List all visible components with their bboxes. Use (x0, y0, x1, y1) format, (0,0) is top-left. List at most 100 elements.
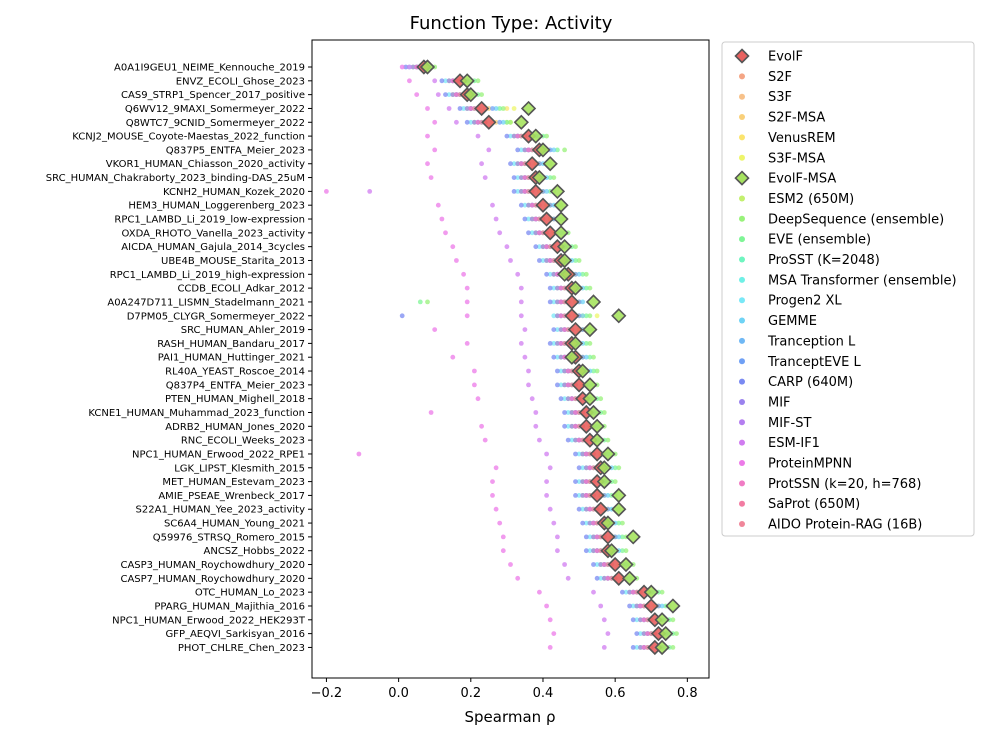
point-gemme (580, 313, 586, 319)
point-esm-if1 (508, 258, 513, 263)
y-tick-label: PHOT_CHLRE_Chen_2023 (178, 643, 305, 654)
legend-marker-evolf-msa (734, 170, 750, 186)
point-carp-640m- (522, 216, 528, 222)
point-gemme (583, 354, 589, 360)
point-carp-640m- (562, 410, 567, 415)
point-mif (587, 520, 593, 526)
point-gemme (544, 189, 549, 194)
point-carp-640m- (565, 437, 571, 443)
point-mif (580, 493, 586, 498)
legend-marker-aido-protein-rag-16b- (739, 521, 745, 528)
point-proteinmpnn (414, 92, 420, 97)
marker-evolf-msa (553, 225, 569, 241)
point-esm-if1 (522, 327, 528, 332)
x-tick-label: −0.2 (311, 686, 343, 701)
y-tick-label: LGK_LIPST_Klesmith_2015 (174, 463, 305, 474)
marker-evolf-msa (549, 183, 566, 200)
point-esm-if1 (475, 133, 481, 139)
point-carp-640m- (555, 368, 560, 374)
point-mif (558, 327, 564, 332)
point-progen2-xl (634, 617, 640, 623)
point-proteinmpnn (472, 368, 477, 374)
point-deepsequence-ensemble- (591, 354, 596, 360)
point-esm-if1 (504, 244, 510, 250)
point-mif (555, 313, 560, 319)
point-carp-640m- (573, 479, 578, 484)
x-tick-label: 0.8 (677, 686, 698, 701)
point-progen2-xl (576, 479, 582, 484)
point-protssn-k-20-h-768- (630, 589, 636, 595)
point-protssn-k-20-h-768- (605, 575, 611, 581)
point-carp-640m- (562, 423, 567, 429)
y-tick-label: NPC1_HUMAN_Erwood_2022_HEK293T (112, 615, 306, 626)
point-progen2-xl (630, 603, 636, 609)
point-esm-if1 (544, 479, 549, 484)
marker-evolf-msa (600, 515, 616, 531)
legend-label-venusrem: VenusREM (768, 131, 836, 146)
point-carp-640m- (580, 520, 586, 526)
point-esm-if1 (547, 506, 553, 512)
point-mif (634, 603, 640, 609)
point-carp-640m- (511, 189, 517, 194)
point-proteinmpnn (425, 106, 430, 111)
point-mif (446, 78, 452, 84)
legend-marker-deepsequence-ensemble- (739, 215, 745, 222)
point-progen2-xl (638, 631, 643, 636)
y-tick-label: CASP7_HUMAN_Roychowdhury_2020 (120, 574, 305, 585)
legend-label-s2f: S2F (768, 70, 792, 85)
point-deepsequence-ensemble- (583, 271, 589, 277)
marker-evolf (535, 197, 551, 213)
point-protssn-k-20-h-768- (645, 631, 650, 636)
legend-marker-esm2-650m- (739, 195, 745, 202)
point-protssn-k-20-h-768- (576, 437, 582, 443)
legend-marker-eve-ensemble- (739, 236, 745, 243)
point-mif (641, 631, 647, 636)
marker-evolf-msa (582, 321, 598, 338)
marker-evolf (607, 556, 623, 573)
point-mif (472, 119, 477, 125)
point-carp-640m- (583, 534, 589, 540)
point-mif (638, 645, 643, 650)
legend-label-carp-640m-: CARP (640M) (768, 375, 853, 390)
point-eve-ensemble- (547, 175, 553, 181)
point-carp-640m- (508, 161, 513, 167)
point-mif (518, 175, 524, 181)
point-mif (562, 382, 567, 388)
point-eve-ensemble- (497, 106, 503, 111)
point-protssn-k-20-h-768- (573, 410, 578, 415)
point-carp-640m- (533, 244, 539, 250)
point-progen2-xl (576, 451, 582, 457)
y-tick-label: ADRB2_HUMAN_Jones_2020 (165, 422, 305, 433)
point-progen2-xl (461, 106, 466, 111)
point-protssn-k-20-h-768- (591, 520, 596, 526)
point-proteinmpnn (432, 327, 438, 332)
point-proteinmpnn (425, 133, 430, 139)
marker-evolf (611, 570, 627, 586)
point-carp-640m- (555, 382, 560, 388)
legend-marker-protssn-k-20-h-768- (739, 480, 745, 487)
point-mif (591, 534, 596, 540)
chart-title: Function Type: Activity (410, 13, 613, 34)
point-proteinmpnn (500, 548, 506, 554)
point-esm-if1 (533, 410, 539, 415)
point-proteinmpnn (537, 589, 542, 595)
point-deepsequence-ensemble- (544, 133, 549, 139)
legend-marker-carp-640m- (739, 378, 745, 385)
y-tick-label: VKOR1_HUMAN_Chiasson_2020_activity (106, 159, 305, 170)
point-esm-if1 (497, 230, 503, 236)
point-esm-if1 (479, 161, 484, 167)
legend-marker-s3f-msa (739, 154, 745, 161)
y-tick-label: RASH_HUMAN_Bandaru_2017 (157, 339, 305, 350)
point-carp-640m- (439, 78, 445, 84)
point-mif (529, 216, 535, 222)
point-carp-640m- (573, 451, 578, 457)
y-tick-label: SRC_HUMAN_Ahler_2019 (181, 325, 305, 336)
y-axis: A0A1I9GEU1_NEIME_Kennouche_2019 ENVZ_ECOL… (46, 63, 312, 654)
point-s3f-msa (511, 106, 517, 111)
point-deepsequence-ensemble- (659, 589, 665, 595)
legend-label-tranception-l: Tranception L (767, 334, 856, 349)
point-progen2-xl (529, 230, 535, 236)
point-progen2-xl (598, 575, 604, 581)
y-tick-label: NPC1_HUMAN_Erwood_2022_RPE1 (132, 449, 305, 460)
